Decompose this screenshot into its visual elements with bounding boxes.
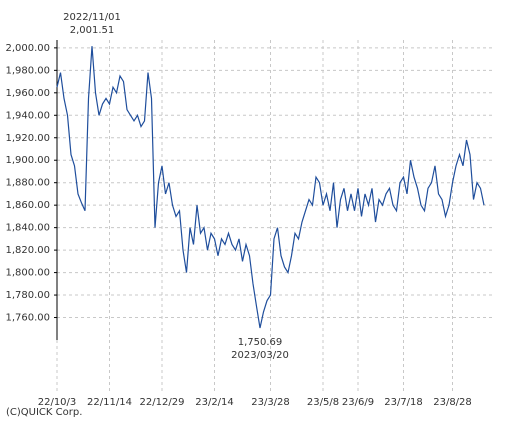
min-value: 1,750.69 (238, 337, 283, 348)
credit: (C)QUICK Corp. (6, 407, 82, 418)
x-tick-label: 23/8/28 (433, 397, 472, 408)
price-line (56, 46, 485, 329)
x-tick-label: 23/6/9 (342, 397, 374, 408)
x-tick-label: 22/10/3 (38, 397, 77, 408)
y-tick-label: 1,860.00 (5, 200, 50, 211)
min-date: 2023/03/20 (231, 350, 289, 361)
y-tick-label: 1,800.00 (5, 268, 50, 279)
y-tick-label: 1,760.00 (5, 313, 50, 324)
y-tick-label: 1,880.00 (5, 178, 50, 189)
x-tick-label: 22/11/14 (87, 397, 132, 408)
x-tick-label: 22/12/29 (140, 397, 185, 408)
y-tick-label: 1,780.00 (5, 290, 50, 301)
y-tick-label: 1,840.00 (5, 223, 50, 234)
y-tick-label: 1,900.00 (5, 155, 50, 166)
max-value: 2,001.51 (70, 25, 115, 36)
y-tick-label: 1,980.00 (5, 65, 50, 76)
y-tick-label: 2,000.00 (5, 43, 50, 54)
x-tick-label: 23/7/18 (384, 397, 423, 408)
x-tick-label: 23/2/14 (195, 397, 234, 408)
y-tick-label: 1,920.00 (5, 133, 50, 144)
x-tick-label: 23/5/8 (307, 397, 339, 408)
y-tick-label: 1,820.00 (5, 245, 50, 256)
y-tick-label: 1,960.00 (5, 88, 50, 99)
max-date: 2022/11/01 (63, 12, 121, 23)
x-tick-label: 23/3/28 (251, 397, 290, 408)
y-tick-label: 1,940.00 (5, 110, 50, 121)
